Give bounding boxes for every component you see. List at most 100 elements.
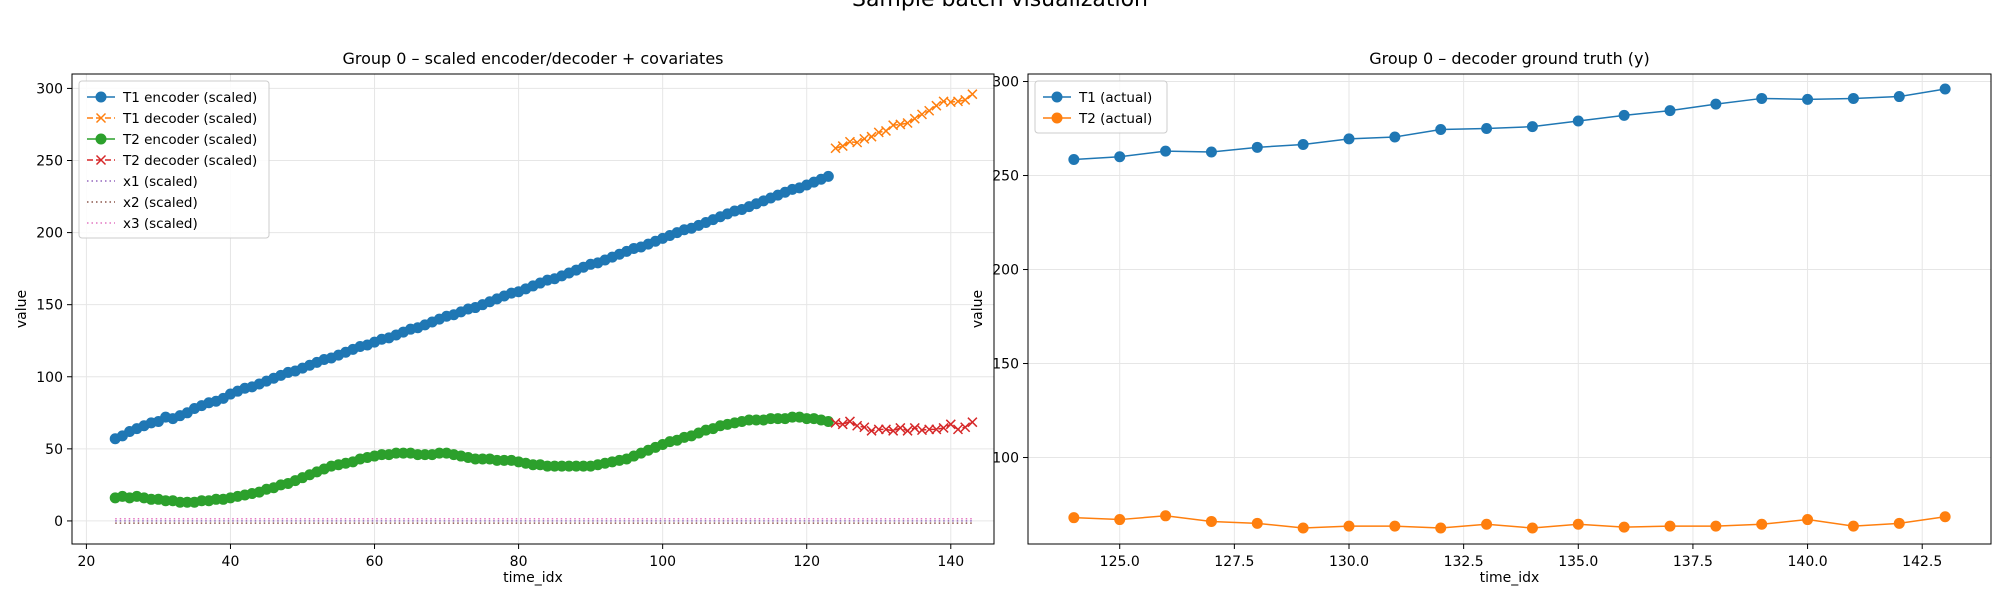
- x-axis-label: time_idx: [1480, 570, 1540, 586]
- data-point: [888, 425, 899, 436]
- data-point: [1710, 98, 1722, 110]
- data-point: [1756, 518, 1768, 530]
- x-tick-label: 120: [793, 554, 820, 570]
- data-point: [1710, 520, 1722, 532]
- legend-item: x1 (scaled): [87, 174, 198, 190]
- x-tick-label: 142.5: [1902, 554, 1942, 570]
- tick-group: 125.0 127.5 130.0 132.5 135.0 137.5 140.0 142.5…: [992, 75, 1942, 570]
- data-point: [1481, 123, 1493, 135]
- x-tick-label: 125.0: [1100, 554, 1140, 570]
- legend-marker: [95, 133, 107, 145]
- data-point: [880, 125, 891, 136]
- y-tick-label: 100: [36, 370, 63, 386]
- y-tick-label: 250: [36, 154, 63, 170]
- axes-frame: [1027, 73, 1992, 545]
- data-point: [1939, 83, 1951, 95]
- legend-item: T2 encoder (scaled): [87, 132, 257, 148]
- data-point: [1526, 522, 1538, 534]
- data-point: [1435, 522, 1447, 534]
- x-tick-label: 127.5: [1214, 554, 1254, 570]
- data-point: [1205, 146, 1217, 158]
- data-point: [902, 117, 913, 129]
- series-line: [1073, 515, 1946, 529]
- data-point: [909, 422, 920, 433]
- data-point: [830, 143, 841, 154]
- legend-box: [1034, 80, 1168, 134]
- data-point: [1297, 139, 1309, 150]
- legend-item: x2 (scaled): [87, 195, 198, 211]
- legend-marker: [1051, 112, 1063, 124]
- data-point: [859, 133, 870, 144]
- data-point: [1389, 131, 1401, 143]
- series-t1-encoder-scaled: [109, 170, 834, 445]
- data-point: [1297, 522, 1309, 534]
- data-point: [1802, 93, 1814, 105]
- legend-item: T1 (actual): [1043, 90, 1152, 106]
- data-point: [902, 425, 913, 436]
- x-tick-label: 40: [222, 554, 240, 570]
- data-point: [916, 109, 927, 120]
- legend-marker: [95, 154, 107, 166]
- data-point: [1251, 141, 1263, 153]
- y-tick-label: 200: [36, 226, 63, 242]
- legend-label: T2 decoder (scaled): [122, 153, 257, 169]
- data-point: [1114, 514, 1126, 526]
- data-point: [1756, 92, 1768, 104]
- data-point: [960, 422, 971, 433]
- data-point: [1939, 511, 1951, 523]
- axes-frame: [71, 73, 995, 545]
- data-point: [1847, 520, 1859, 532]
- data-point: [1618, 521, 1630, 533]
- legend-marker: [1051, 91, 1063, 103]
- data-point: [1343, 133, 1355, 145]
- y-tick-label: 250: [992, 169, 1019, 185]
- data-point: [1068, 154, 1080, 166]
- panel-left: 20 40 60 80 100 120 140 0 50 100 150 200 250 300 Group…: [14, 49, 995, 586]
- data-point: [952, 424, 964, 435]
- x-tick-label: 130.0: [1329, 554, 1369, 570]
- data-point: [1160, 510, 1172, 522]
- data-point: [945, 419, 956, 430]
- data-point: [924, 105, 935, 116]
- legend-item: T2 decoder (scaled): [87, 153, 257, 169]
- data-point: [1802, 514, 1814, 526]
- legend-label: x3 (scaled): [123, 216, 198, 232]
- legend: T1 encoder (scaled) T1 decoder (scaled) T2…: [78, 80, 270, 239]
- data-point: [1068, 512, 1080, 524]
- x-tick-label: 135.0: [1558, 554, 1598, 570]
- x-tick-label: 100: [649, 554, 676, 570]
- grid: [1028, 74, 1991, 544]
- y-tick-label: 100: [992, 451, 1019, 467]
- data-point: [1893, 517, 1905, 529]
- data-point: [822, 170, 834, 182]
- y-tick-label: 300: [36, 81, 63, 97]
- data-point: [931, 100, 942, 111]
- panel-title: Group 0 – scaled encoder/decoder + covar…: [342, 49, 723, 68]
- legend-box: [78, 80, 270, 239]
- data-point: [873, 424, 884, 435]
- series-line: [835, 93, 973, 149]
- data-point: [967, 417, 978, 428]
- legend-label: T2 encoder (scaled): [122, 132, 257, 148]
- data-point: [1664, 520, 1676, 532]
- legend-label: x2 (scaled): [123, 195, 198, 211]
- legend-label: x1 (scaled): [123, 174, 198, 190]
- y-tick-label: 50: [45, 442, 63, 458]
- data-point: [1160, 145, 1172, 157]
- x-tick-label: 80: [510, 554, 528, 570]
- data-point: [1481, 518, 1493, 530]
- legend: T1 (actual) T2 (actual): [1034, 80, 1168, 134]
- data-point: [844, 416, 855, 427]
- data-point: [1618, 109, 1630, 121]
- series-t1-decoder-scaled: [830, 89, 978, 154]
- data-point: [960, 94, 971, 105]
- data-point: [1114, 151, 1126, 163]
- data-point: [837, 141, 848, 152]
- y-tick-label: 150: [992, 357, 1019, 373]
- series-group: [109, 89, 978, 524]
- data-point: [837, 419, 848, 430]
- data-point: [1205, 515, 1217, 527]
- data-point: [1572, 518, 1584, 530]
- legend-item: T1 decoder (scaled): [87, 111, 257, 127]
- panel-right: 125.0 127.5 130.0 132.5 135.0 137.5 140.0 142.5…: [970, 49, 1992, 586]
